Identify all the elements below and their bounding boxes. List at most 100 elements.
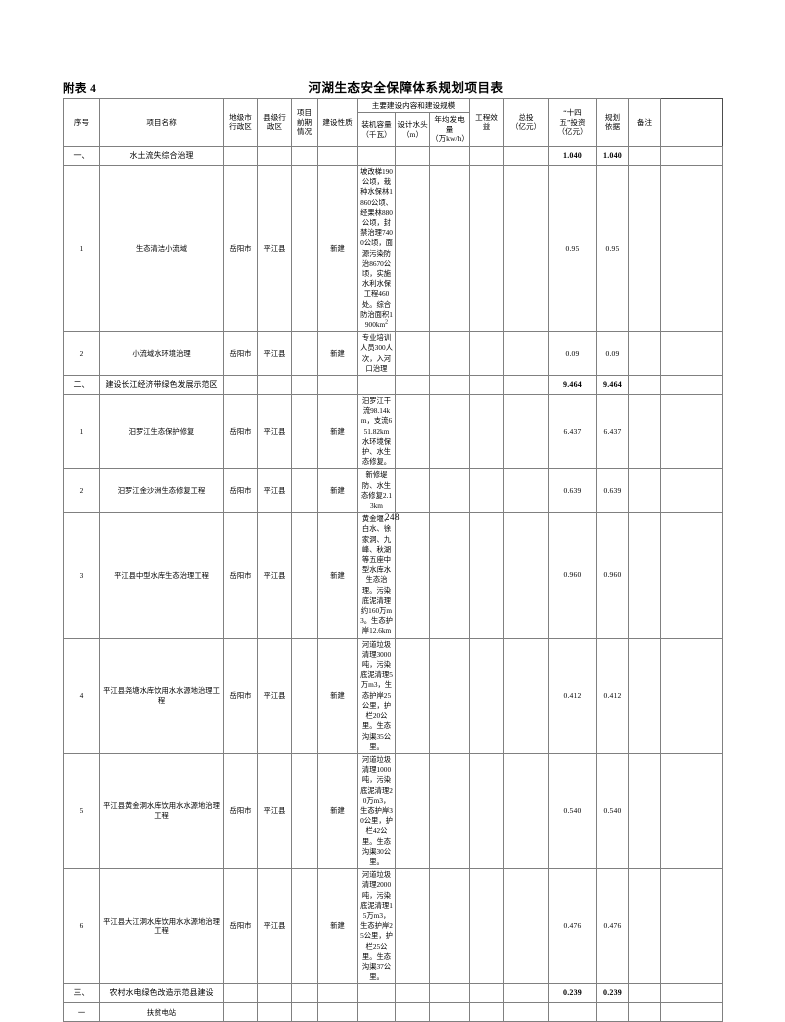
cell-capacity xyxy=(395,145,430,166)
cell-remark xyxy=(660,512,723,639)
cell-fy-invest: 0.239 xyxy=(596,983,629,1004)
cell-annual-power xyxy=(469,512,504,639)
cell-project-name: 平江县黄金洞水库饮用水水源地治理工程 xyxy=(99,752,224,870)
col-preliminary-line2: 前期 xyxy=(296,117,313,127)
cell-basis xyxy=(628,983,661,1004)
col-prefecture-line2: 行政区 xyxy=(229,122,252,132)
cell-project-name: 平江县尧塘水库饮用水水源地治理工程 xyxy=(99,637,224,754)
cell-basis xyxy=(628,145,661,166)
cell-prefecture: 岳阳市 xyxy=(223,331,258,376)
table-row: 4 平江县尧塘水库饮用水水源地治理工程 岳阳市 平江县 新建 河道垃圾清理3000吨，污染… xyxy=(63,637,723,754)
cell-fy-invest: 0.09 xyxy=(596,331,629,376)
cell-scope: 专业培训人员300人次，入河口治理 xyxy=(357,331,396,376)
cell-county: 平江县 xyxy=(257,468,292,514)
cell-fy-invest: 0.960 xyxy=(596,512,629,639)
col-capacity-line1: 装机容量 xyxy=(361,120,392,130)
cell-remark xyxy=(660,983,723,1004)
cell-basis xyxy=(628,468,661,514)
cell-basis xyxy=(628,331,661,376)
cell-county: 平江县 xyxy=(257,393,292,470)
cell-total-invest: 0.09 xyxy=(548,331,597,376)
cell-fy-invest: 9.464 xyxy=(596,375,629,395)
cell-benefit xyxy=(503,637,549,754)
cell-project-name: 建设长江经济带绿色发展示范区 xyxy=(99,375,224,395)
cell-county xyxy=(257,375,292,395)
cell-scope: 汨罗江干流98.14km，支流651.82km水环境保护、水生态修复。 xyxy=(357,393,396,470)
col-annual-power: 年均发电量 （万kw/h） xyxy=(429,112,470,147)
col-total-invest-line2: （亿元） xyxy=(510,122,542,132)
cell-nature: 新建 xyxy=(317,752,358,870)
cell-county: 平江县 xyxy=(257,512,292,639)
cell-nature: 新建 xyxy=(317,868,358,985)
cell-remark xyxy=(660,468,723,514)
cell-benefit xyxy=(503,393,549,470)
col-basis-line1: 规划 xyxy=(604,112,621,122)
col-seq: 序号 xyxy=(63,98,100,147)
cell-prefecture xyxy=(223,375,258,395)
cell-preliminary xyxy=(291,752,318,870)
cell-prefecture: 岳阳市 xyxy=(223,512,258,639)
cell-benefit xyxy=(503,752,549,870)
header-row-2: 装机容量 （千瓦） 设计水头 （m） 年均发电量 （万kw/h） xyxy=(64,112,723,147)
col-basis: 规划 依据 xyxy=(596,98,629,147)
cell-prefecture: 岳阳市 xyxy=(223,637,258,754)
cell-benefit xyxy=(503,331,549,376)
cell-prefecture xyxy=(223,145,258,166)
cell-nature: 新建 xyxy=(317,164,358,333)
table-row: 1 生态清洁小流域 岳阳市 平江县 新建 坡改梯190公顷，栽种水保林1860公顷、经果林… xyxy=(63,164,723,333)
table-row: 2 汨罗江金沙洲生态修复工程 岳阳市 平江县 新建 新修堤防、水生态修复2.13km 0.6… xyxy=(63,468,723,514)
cell-project-name: 平江县大江洞水库饮用水水源地治理工程 xyxy=(99,868,224,985)
cell-benefit xyxy=(503,868,549,985)
cell-county xyxy=(257,983,292,1004)
section-row: 三、 农村水电绿色改造示范县建设 0.239 0.239 xyxy=(63,983,723,1004)
col-annual-power-line1: 年均发电量 xyxy=(434,115,465,134)
cell-nature: 新建 xyxy=(317,637,358,754)
col-county: 县级行 政区 xyxy=(257,98,292,147)
col-total-invest: 总投 （亿元） xyxy=(503,98,549,147)
cell-benefit xyxy=(503,468,549,514)
document-header: 附表 4 河湖生态安全保障体系规划项目表 xyxy=(63,78,723,96)
col-fy-invest-line2: 五”投资 xyxy=(559,117,586,127)
cell-remark xyxy=(660,375,723,395)
table-row: 5 平江县黄金洞水库饮用水水源地治理工程 岳阳市 平江县 新建 河道垃圾清理1000吨，污… xyxy=(63,752,723,870)
cell-capacity xyxy=(395,752,430,870)
cell-benefit xyxy=(503,512,549,639)
cell-scope xyxy=(357,1002,396,1022)
cell-prefecture: 岳阳市 xyxy=(223,752,258,870)
cell-seq: 4 xyxy=(63,637,100,754)
col-scope-group: 主要建设内容和建设规模 xyxy=(357,97,470,114)
cell-prefecture: 岳阳市 xyxy=(223,164,258,333)
cell-total-invest: 0.960 xyxy=(548,512,597,639)
cell-basis xyxy=(628,375,661,395)
cell-head xyxy=(429,331,470,376)
col-county-line2: 政区 xyxy=(266,122,283,132)
cell-total-invest: 0.95 xyxy=(548,164,597,333)
cell-remark xyxy=(660,393,723,470)
cell-remark xyxy=(660,164,723,333)
cell-county: 平江县 xyxy=(257,752,292,870)
cell-fy-invest: 0.412 xyxy=(596,637,629,754)
cell-capacity xyxy=(395,468,430,514)
col-basis-line2: 依据 xyxy=(604,122,621,132)
cell-total-invest xyxy=(548,1002,597,1022)
cell-benefit xyxy=(503,983,549,1004)
col-benefit-line2: 益 xyxy=(482,122,491,132)
cell-preliminary xyxy=(291,375,318,395)
cell-capacity xyxy=(395,164,430,333)
table-body: 一、 水土流失综合治理 1.040 1.040 1 生态清洁小流域 岳阳市 平江县 新建 坡改梯1… xyxy=(63,145,723,1022)
cell-benefit xyxy=(503,375,549,395)
cell-total-invest: 6.437 xyxy=(548,393,597,470)
cell-project-name: 汨罗江金沙洲生态修复工程 xyxy=(99,468,224,514)
col-fy-invest: “十四 五”投资 （亿元） xyxy=(548,98,597,147)
page-number: 248 xyxy=(385,512,400,522)
cell-head xyxy=(429,375,470,395)
cell-preliminary xyxy=(291,468,318,514)
cell-scope: 坡改梯190公顷，栽种水保林1860公顷、经果林880公顷，封禁治理7400公顷… xyxy=(357,164,396,333)
cell-fy-invest: 0.95 xyxy=(596,164,629,333)
col-total-invest-line1: 总投 xyxy=(518,112,534,122)
cell-project-name: 水土流失综合治理 xyxy=(99,145,224,166)
cell-total-invest: 0.412 xyxy=(548,637,597,754)
cell-capacity xyxy=(395,637,430,754)
cell-prefecture xyxy=(223,1002,258,1022)
cell-prefecture: 岳阳市 xyxy=(223,868,258,985)
